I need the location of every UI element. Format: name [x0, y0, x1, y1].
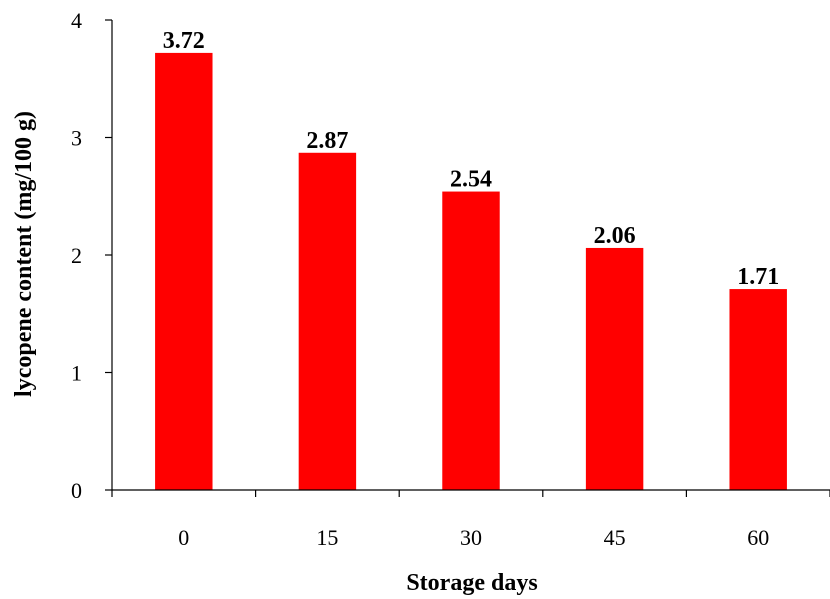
y-tick-label: 2	[71, 243, 82, 268]
bar-15	[298, 152, 357, 490]
bars	[155, 52, 787, 491]
x-tick-label: 15	[316, 525, 338, 550]
y-axis-title: lycopene content (mg/100 g)	[11, 111, 37, 397]
y-tick-label: 0	[71, 478, 82, 503]
bar-30	[442, 191, 500, 491]
x-tick-label: 0	[178, 525, 189, 550]
bar-45	[585, 247, 644, 490]
x-tick-label: 30	[460, 525, 482, 550]
x-tick-label: 60	[747, 525, 769, 550]
data-labels: 3.72 2.87 2.54 2.06 1.71	[163, 28, 779, 290]
x-axis-ticks: 0 15 30 45 60	[111, 490, 830, 550]
x-axis-title: Storage days	[406, 570, 537, 596]
data-label: 2.06	[594, 223, 636, 249]
data-label: 1.71	[737, 264, 779, 290]
bar-0	[155, 52, 213, 491]
y-axis-ticks: 0 1 2 3 4	[71, 8, 112, 503]
data-label: 2.54	[450, 167, 492, 193]
data-label: 3.72	[163, 28, 205, 54]
data-label: 2.87	[306, 128, 348, 154]
x-tick-label: 45	[604, 525, 626, 550]
bar-60	[729, 289, 787, 490]
y-tick-label: 1	[71, 361, 82, 386]
y-tick-label: 3	[71, 126, 82, 151]
y-tick-label: 4	[71, 8, 82, 33]
